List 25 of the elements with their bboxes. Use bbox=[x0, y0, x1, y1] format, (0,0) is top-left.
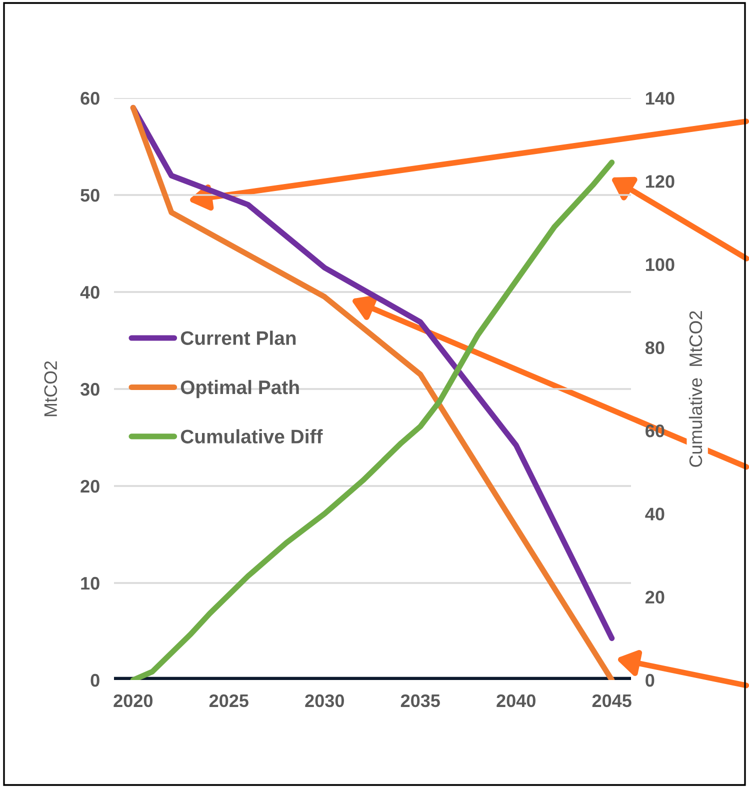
x-tick-label: 2045 bbox=[592, 694, 632, 708]
y-tick-label: 0 bbox=[90, 674, 100, 687]
y2-tick-label: 80 bbox=[645, 341, 664, 354]
y-tick-label: 60 bbox=[80, 92, 100, 105]
y-axis-title: MtCO2 bbox=[44, 361, 58, 416]
y-tick-label: 30 bbox=[80, 382, 100, 396]
y2-tick-label: 0 bbox=[646, 674, 654, 687]
x-tick-label: 2025 bbox=[209, 694, 248, 708]
x-tick-label: 2035 bbox=[400, 694, 440, 708]
y-tick-label: 40 bbox=[80, 286, 100, 299]
legend-label: Cumulative Diff bbox=[180, 429, 323, 444]
y2-tick-label: 120 bbox=[646, 175, 674, 188]
y-tick-label: 10 bbox=[81, 576, 100, 590]
x-tick-label: 2030 bbox=[305, 694, 344, 708]
legend-label: Current Plan bbox=[180, 330, 296, 345]
legend-label: Optimal Path bbox=[180, 380, 299, 398]
x-tick-label: 2040 bbox=[496, 694, 536, 708]
y2-tick-label: 40 bbox=[645, 508, 664, 520]
x-tick-label: 2020 bbox=[114, 694, 152, 708]
y2-axis-title: Cumulative MtCO2 bbox=[688, 311, 702, 467]
y2-tick-label: 140 bbox=[646, 92, 674, 105]
y-tick-label: 20 bbox=[80, 480, 100, 493]
y2-tick-label: 20 bbox=[646, 590, 664, 604]
y2-tick-label: 100 bbox=[646, 258, 674, 272]
y-tick-label: 50 bbox=[80, 188, 100, 202]
